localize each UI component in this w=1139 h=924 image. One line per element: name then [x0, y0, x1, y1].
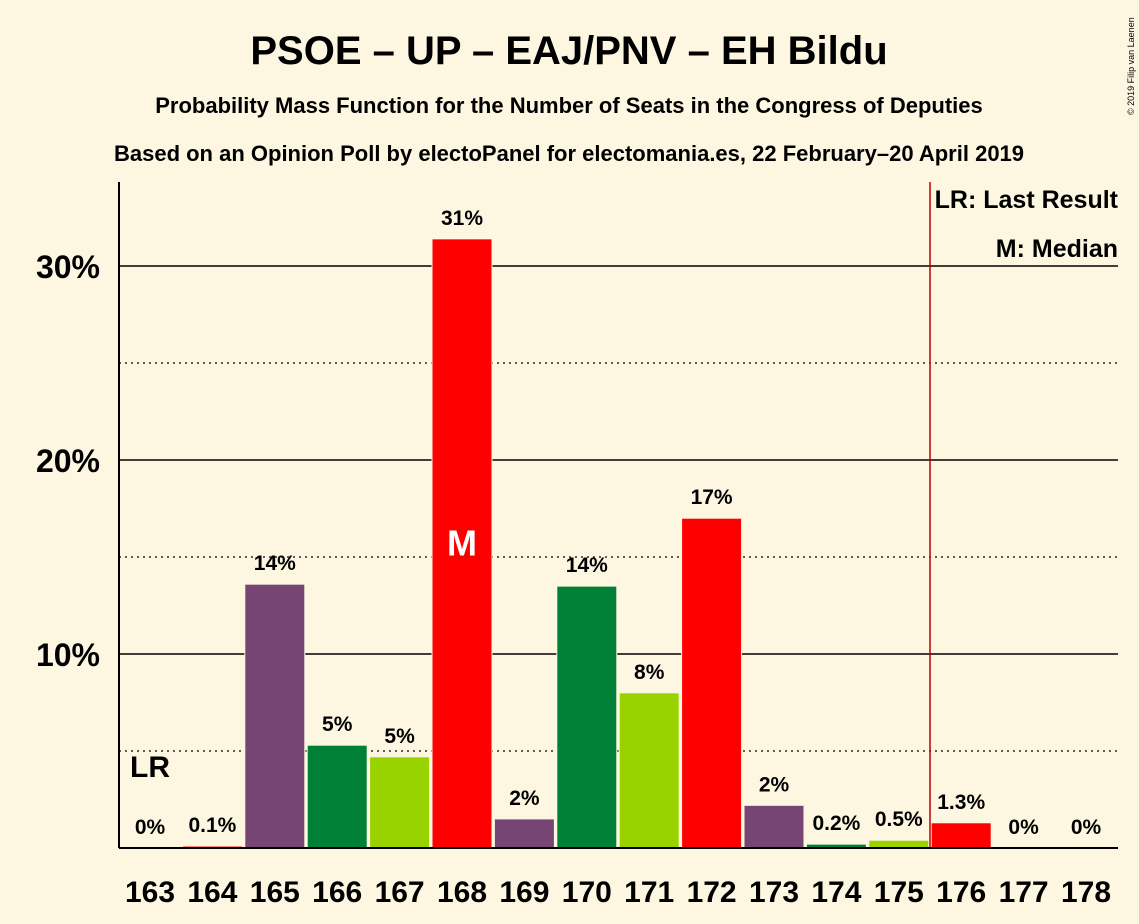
x-tick-label: 176 — [936, 876, 986, 909]
x-tick-label: 167 — [375, 876, 425, 909]
data-label-172: 17% — [691, 486, 733, 509]
legend-median: M: Median — [996, 235, 1118, 263]
x-tick-label: 164 — [187, 876, 237, 909]
x-tick-label: 163 — [125, 876, 175, 909]
last-result-marker: LR — [130, 751, 170, 784]
bar-176 — [930, 822, 992, 849]
data-label-168: 31% — [441, 207, 483, 230]
bar-168 — [431, 238, 493, 849]
data-label-165: 14% — [254, 552, 296, 575]
bar-175 — [868, 839, 930, 849]
x-tick-label: 174 — [811, 876, 861, 909]
bar-173 — [743, 804, 805, 849]
copyright: © 2019 Filip van Laenen — [1126, 17, 1136, 115]
y-tick-label: 30% — [36, 249, 100, 285]
data-label-169: 2% — [509, 787, 540, 810]
data-label-171: 8% — [634, 661, 665, 684]
data-label-166: 5% — [322, 713, 353, 736]
chart-subtitle: Probability Mass Function for the Number… — [155, 93, 983, 118]
x-tick-label: 173 — [749, 876, 799, 909]
data-label-164: 0.1% — [188, 814, 236, 837]
data-label-167: 5% — [384, 725, 415, 748]
x-tick-label: 170 — [562, 876, 612, 909]
bar-172 — [681, 517, 743, 849]
overlay: M LR — [130, 182, 931, 848]
data-label-173: 2% — [759, 773, 790, 796]
bars: 0% 0.1% 14% 5% 5% 31% 2% 14% 8% 17% 2% 0.2% 0.5% 1.3%… — [135, 207, 1102, 849]
y-tick-label: 20% — [36, 443, 100, 479]
x-tick-label: 175 — [874, 876, 924, 909]
x-tick-label: 165 — [250, 876, 300, 909]
y-tick-label: 10% — [36, 637, 100, 673]
data-label-174: 0.2% — [812, 812, 860, 835]
x-tick-label: 169 — [499, 876, 549, 909]
data-label-175: 0.5% — [875, 808, 923, 831]
x-tick-label: 171 — [624, 876, 674, 909]
data-label-177: 0% — [1008, 816, 1039, 839]
data-label-176: 1.3% — [937, 791, 985, 814]
data-label-178: 0% — [1071, 816, 1102, 839]
bar-166 — [306, 744, 368, 849]
bar-171 — [618, 692, 680, 849]
x-tick-label: 178 — [1061, 876, 1111, 909]
x-tick-label: 168 — [437, 876, 487, 909]
x-tick-label: 172 — [687, 876, 737, 909]
x-ticks: 163 164 165 166 167 168 169 170 171 172 173 174 175 1… — [125, 876, 1111, 909]
data-label-170: 14% — [566, 554, 608, 577]
median-marker: M — [447, 522, 477, 563]
y-ticks: 10% 20% 30% — [36, 249, 100, 673]
bar-170 — [556, 585, 618, 849]
chart-source: Based on an Opinion Poll by electoPanel … — [114, 141, 1024, 166]
legend-last-result: LR: Last Result — [935, 186, 1119, 214]
bar-169 — [493, 818, 555, 849]
x-tick-label: 166 — [312, 876, 362, 909]
data-label-163: 0% — [135, 816, 166, 839]
bar-167 — [369, 756, 431, 849]
chart-title: PSOE – UP – EAJ/PNV – EH Bildu — [250, 29, 887, 73]
x-tick-label: 177 — [999, 876, 1049, 909]
bar-165 — [244, 583, 306, 849]
